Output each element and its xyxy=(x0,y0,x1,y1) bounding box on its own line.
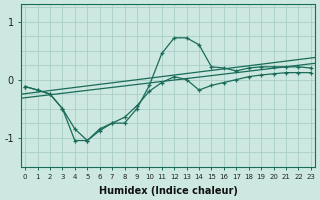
X-axis label: Humidex (Indice chaleur): Humidex (Indice chaleur) xyxy=(99,186,237,196)
